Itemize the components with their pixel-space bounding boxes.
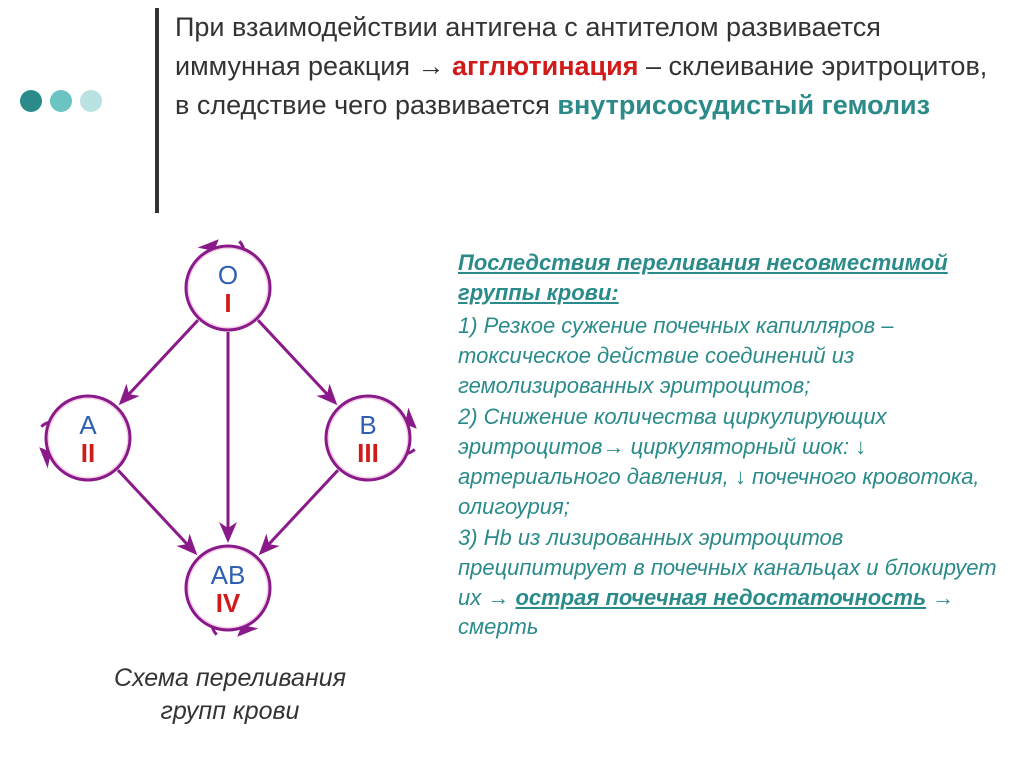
svg-text:I: I — [224, 288, 231, 318]
diagram-svg: OI AII BIII ABIV — [18, 228, 438, 658]
svg-text:B: B — [359, 410, 376, 440]
consequence-item: 3) Hb из лизированных эритроцитов прецип… — [458, 523, 1008, 642]
caption-line1: Схема переливания — [114, 664, 346, 692]
header-paragraph: При взаимодействии антигена с антителом … — [175, 8, 995, 125]
header-agglutination: агглютинация — [452, 51, 638, 81]
consequence-emphasis: острая почечная недостаточность — [515, 585, 926, 610]
consequence-item: 2) Снижение количества циркулирующих эри… — [458, 402, 1008, 521]
blood-transfusion-diagram: OI AII BIII ABIV — [18, 228, 438, 658]
svg-text:II: II — [81, 438, 95, 468]
dot-1 — [20, 90, 42, 112]
vertical-rule — [155, 8, 159, 213]
svg-text:O: O — [218, 260, 238, 290]
consequences-title: Последствия переливания несовместимой гр… — [458, 248, 1008, 307]
caption-line2: групп крови — [161, 697, 300, 725]
svg-text:III: III — [357, 438, 379, 468]
dot-3 — [80, 90, 102, 112]
svg-text:IV: IV — [216, 588, 241, 618]
sidebar-dots — [20, 90, 102, 112]
header-hemolysis: внутрисосудистый гемолиз — [557, 90, 930, 120]
dot-2 — [50, 90, 72, 112]
svg-text:A: A — [79, 410, 97, 440]
consequence-item: 1) Резкое сужение почечных капилляров – … — [458, 311, 1008, 400]
diagram-caption: Схема переливания групп крови — [55, 662, 405, 727]
consequences-block: Последствия переливания несовместимой гр… — [458, 248, 1008, 644]
svg-text:AB: AB — [211, 560, 246, 590]
